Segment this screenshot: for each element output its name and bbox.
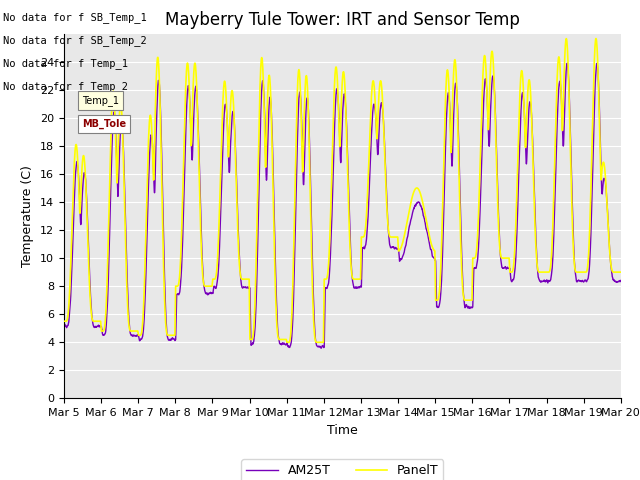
AM25T	[617, 278, 625, 284]
Text: No data for f SB_Temp_1: No data for f SB_Temp_1	[3, 12, 147, 23]
AM25T	[216, 250, 223, 256]
AM25T	[359, 246, 367, 252]
Legend: AM25T, PanelT: AM25T, PanelT	[241, 459, 444, 480]
PanelT	[592, 36, 600, 41]
Line: AM25T: AM25T	[64, 63, 621, 348]
PanelT	[216, 214, 223, 220]
PanelT	[60, 318, 68, 324]
Text: Temp_1: Temp_1	[82, 95, 119, 106]
AM25T	[317, 346, 325, 351]
AM25T	[504, 265, 512, 271]
PanelT	[568, 202, 575, 207]
Text: No data for f Temp_2: No data for f Temp_2	[3, 81, 128, 92]
AM25T	[568, 192, 576, 198]
X-axis label: Time: Time	[327, 424, 358, 437]
AM25T	[564, 60, 572, 66]
PanelT	[359, 234, 367, 240]
PanelT	[504, 255, 512, 261]
Text: MB_Tole: MB_Tole	[82, 119, 126, 130]
Text: No data for f SB_Temp_2: No data for f SB_Temp_2	[3, 35, 147, 46]
PanelT	[371, 92, 379, 97]
PanelT	[584, 266, 591, 272]
PanelT	[284, 339, 291, 345]
Line: PanelT: PanelT	[64, 38, 621, 342]
Title: Mayberry Tule Tower: IRT and Sensor Temp: Mayberry Tule Tower: IRT and Sensor Temp	[165, 11, 520, 29]
Text: No data for f Temp_1: No data for f Temp_1	[3, 58, 128, 69]
AM25T	[371, 105, 379, 110]
AM25T	[60, 320, 68, 326]
PanelT	[617, 269, 625, 275]
Y-axis label: Temperature (C): Temperature (C)	[22, 165, 35, 267]
AM25T	[584, 276, 591, 282]
